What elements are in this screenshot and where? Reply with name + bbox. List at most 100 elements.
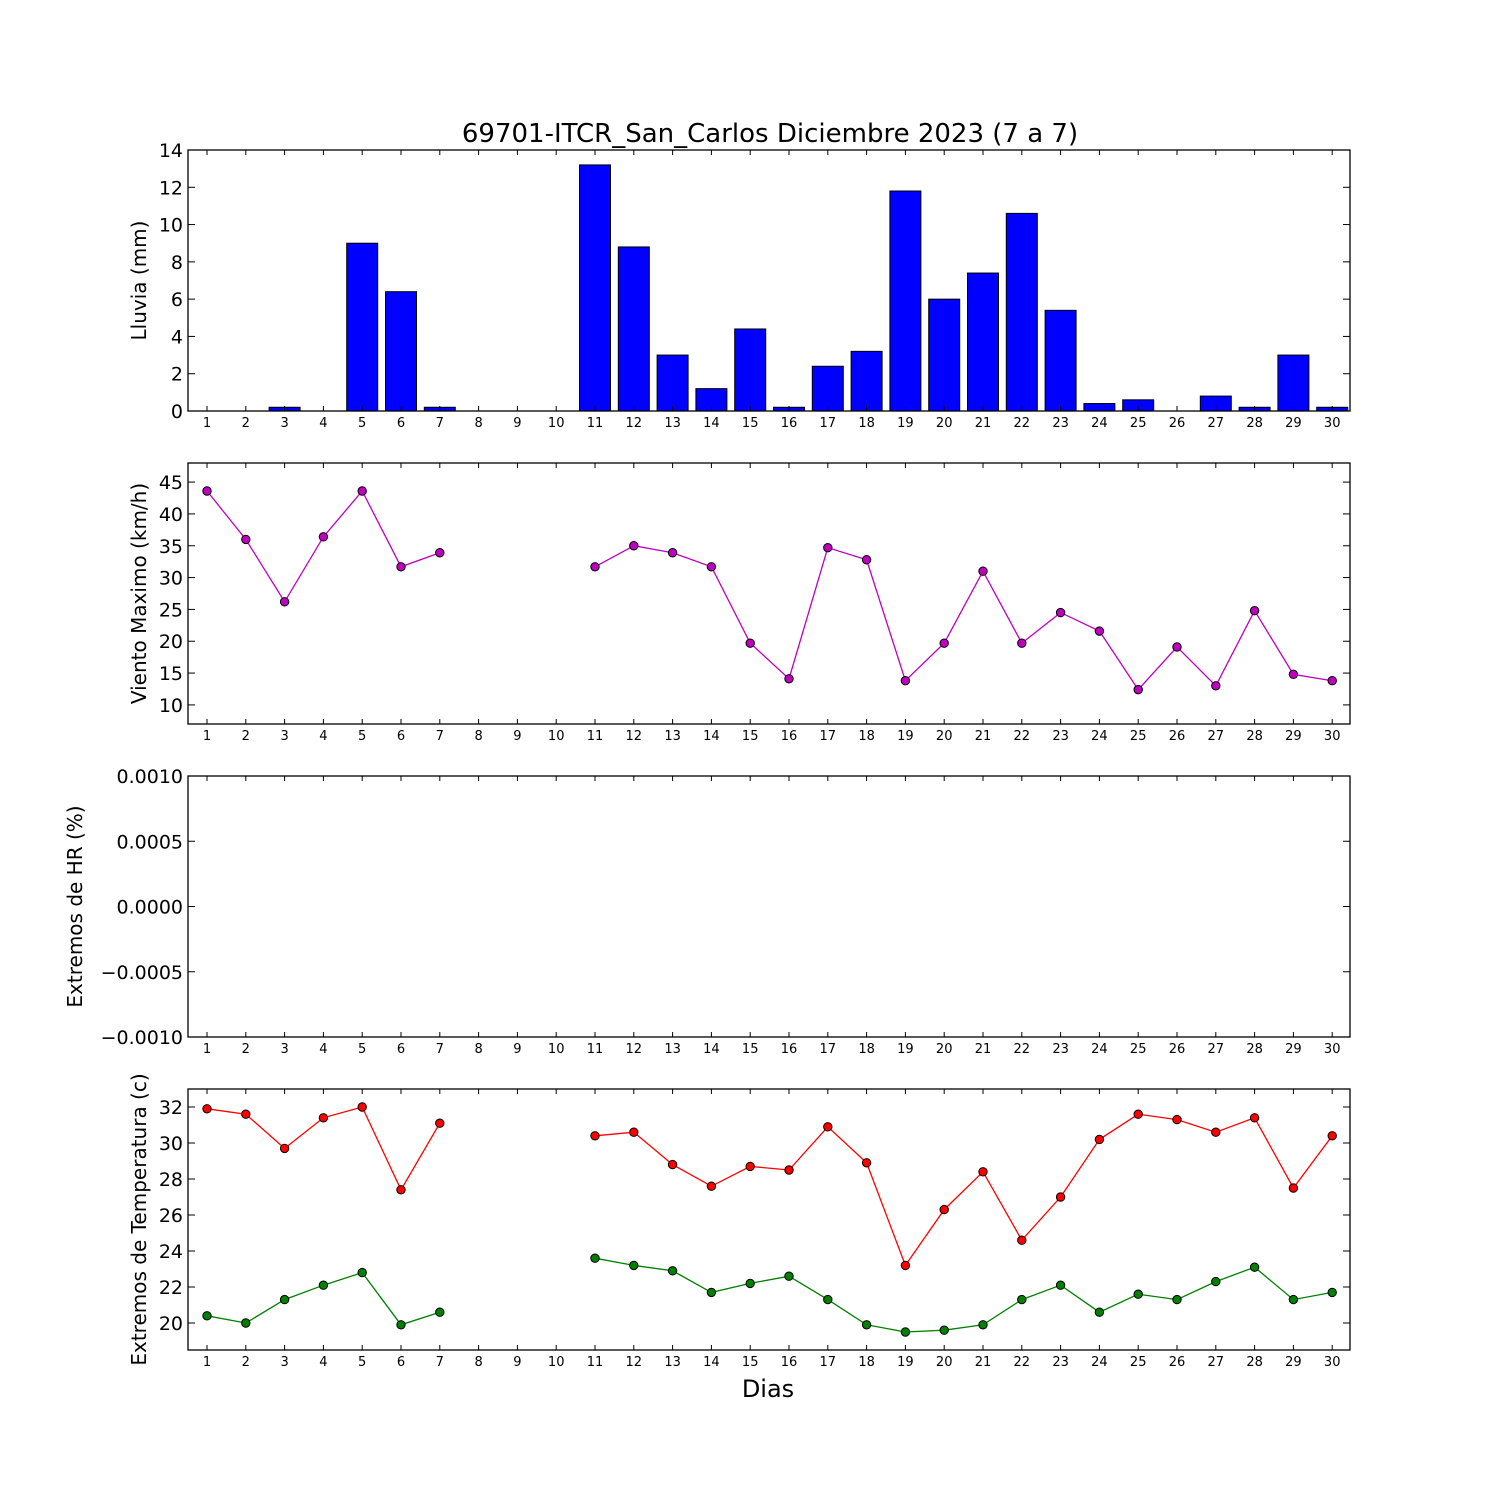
x-tick-label: 17 xyxy=(820,416,837,431)
x-tick-label: 22 xyxy=(1014,729,1031,744)
data-point xyxy=(357,1267,367,1278)
x-tick-label: 3 xyxy=(280,1042,288,1057)
x-tick-label: 14 xyxy=(703,1355,720,1370)
y-tick-label: 0.0000 xyxy=(117,897,183,919)
axes-frame xyxy=(187,775,1351,1038)
x-tick-label: 8 xyxy=(474,729,482,744)
data-point xyxy=(745,1278,755,1289)
x-tick-label: 12 xyxy=(626,1042,643,1057)
data-point xyxy=(279,1294,290,1305)
data-point xyxy=(823,1122,833,1132)
x-tick-label: 1 xyxy=(203,1042,211,1057)
x-tick-label: 22 xyxy=(1014,1042,1031,1057)
x-tick-label: 15 xyxy=(742,416,759,431)
data-point xyxy=(745,1161,755,1172)
y-tick-label: 20 xyxy=(159,1313,183,1335)
x-tick-label: 22 xyxy=(1014,1355,1031,1370)
x-tick-label: 23 xyxy=(1052,729,1069,744)
x-tick-label: 7 xyxy=(436,1042,444,1057)
x-tick-label: 5 xyxy=(358,729,366,744)
x-tick-label: 12 xyxy=(626,729,643,744)
x-tick-label: 6 xyxy=(397,1355,405,1370)
data-point xyxy=(1249,1113,1260,1123)
x-tick-label: 24 xyxy=(1091,416,1108,431)
x-tick-label: 13 xyxy=(664,416,681,431)
x-tick-label: 4 xyxy=(319,729,327,744)
x-tick-label: 23 xyxy=(1052,416,1069,431)
data-point xyxy=(1288,1183,1299,1193)
y-tick-label: −0.0010 xyxy=(101,1027,183,1049)
data-point xyxy=(241,534,251,545)
data-point xyxy=(1017,1294,1027,1305)
x-tick-label: 18 xyxy=(858,416,875,431)
rain-bar xyxy=(346,242,379,412)
series-line xyxy=(594,1257,1333,1333)
data-point xyxy=(1249,605,1260,616)
x-tick-label: 26 xyxy=(1169,1355,1186,1370)
x-tick-label: 9 xyxy=(513,1355,521,1370)
x-tick-label: 2 xyxy=(242,1355,250,1370)
data-point xyxy=(1172,642,1182,652)
x-tick-label: 12 xyxy=(626,1355,643,1370)
x-tick-label: 19 xyxy=(897,416,914,431)
x-tick-label: 21 xyxy=(975,416,992,431)
x-tick-label: 15 xyxy=(742,1042,759,1057)
data-point xyxy=(784,674,794,684)
x-tick-label: 17 xyxy=(820,729,837,744)
x-tick-label: 2 xyxy=(242,416,250,431)
data-point xyxy=(1249,1262,1260,1272)
x-tick-label: 30 xyxy=(1324,1355,1341,1370)
data-point xyxy=(435,1118,445,1128)
x-tick-label: 5 xyxy=(358,416,366,431)
rain-bar xyxy=(385,291,417,412)
data-point xyxy=(396,562,406,572)
y-tick-label: 12 xyxy=(159,177,183,199)
data-point xyxy=(978,1320,988,1330)
x-tick-label: 4 xyxy=(319,1355,327,1370)
x-tick-label: 9 xyxy=(513,1042,521,1057)
data-point xyxy=(706,1181,717,1191)
data-point xyxy=(1133,684,1143,695)
y-tick-label: 24 xyxy=(159,1241,183,1263)
data-point xyxy=(435,1307,445,1317)
x-tick-label: 30 xyxy=(1324,729,1341,744)
data-point xyxy=(1288,669,1299,680)
data-point xyxy=(1055,607,1066,618)
series-line xyxy=(206,1271,441,1326)
x-tick-label: 11 xyxy=(587,1355,604,1370)
x-tick-label: 28 xyxy=(1246,1042,1263,1057)
rain-bar xyxy=(1044,309,1077,412)
y-axis-label: Extremos de HR (%) xyxy=(63,805,87,1007)
x-tick-label: 1 xyxy=(203,416,211,431)
x-tick-label: 5 xyxy=(358,1355,366,1370)
y-tick-label: 0.0010 xyxy=(117,766,183,788)
rain-bar xyxy=(850,350,883,412)
x-tick-label: 1 xyxy=(203,1355,211,1370)
y-tick-label: 40 xyxy=(159,504,183,526)
rain-bar xyxy=(811,365,844,412)
x-tick-label: 11 xyxy=(587,729,604,744)
x-tick-label: 18 xyxy=(858,1355,875,1370)
x-tick-label: 29 xyxy=(1285,416,1302,431)
data-point xyxy=(978,1167,988,1177)
x-tick-label: 24 xyxy=(1091,729,1108,744)
x-tick-label: 24 xyxy=(1091,1042,1108,1057)
data-point xyxy=(1172,1294,1182,1305)
y-tick-label: 10 xyxy=(159,215,183,237)
x-tick-label: 30 xyxy=(1324,416,1341,431)
data-point xyxy=(1327,1287,1337,1298)
y-axis-label: Lluvia (mm) xyxy=(127,221,151,341)
x-tick-label: 23 xyxy=(1052,1042,1069,1057)
x-tick-label: 9 xyxy=(513,729,521,744)
data-point xyxy=(861,555,872,565)
x-tick-label: 11 xyxy=(587,416,604,431)
x-tick-label: 12 xyxy=(626,416,643,431)
x-tick-label: 18 xyxy=(858,729,875,744)
x-tick-label: 16 xyxy=(781,1355,798,1370)
x-tick-label: 26 xyxy=(1169,416,1186,431)
x-tick-label: 8 xyxy=(474,1355,482,1370)
x-tick-label: 15 xyxy=(742,1355,759,1370)
data-point xyxy=(1055,1280,1066,1290)
